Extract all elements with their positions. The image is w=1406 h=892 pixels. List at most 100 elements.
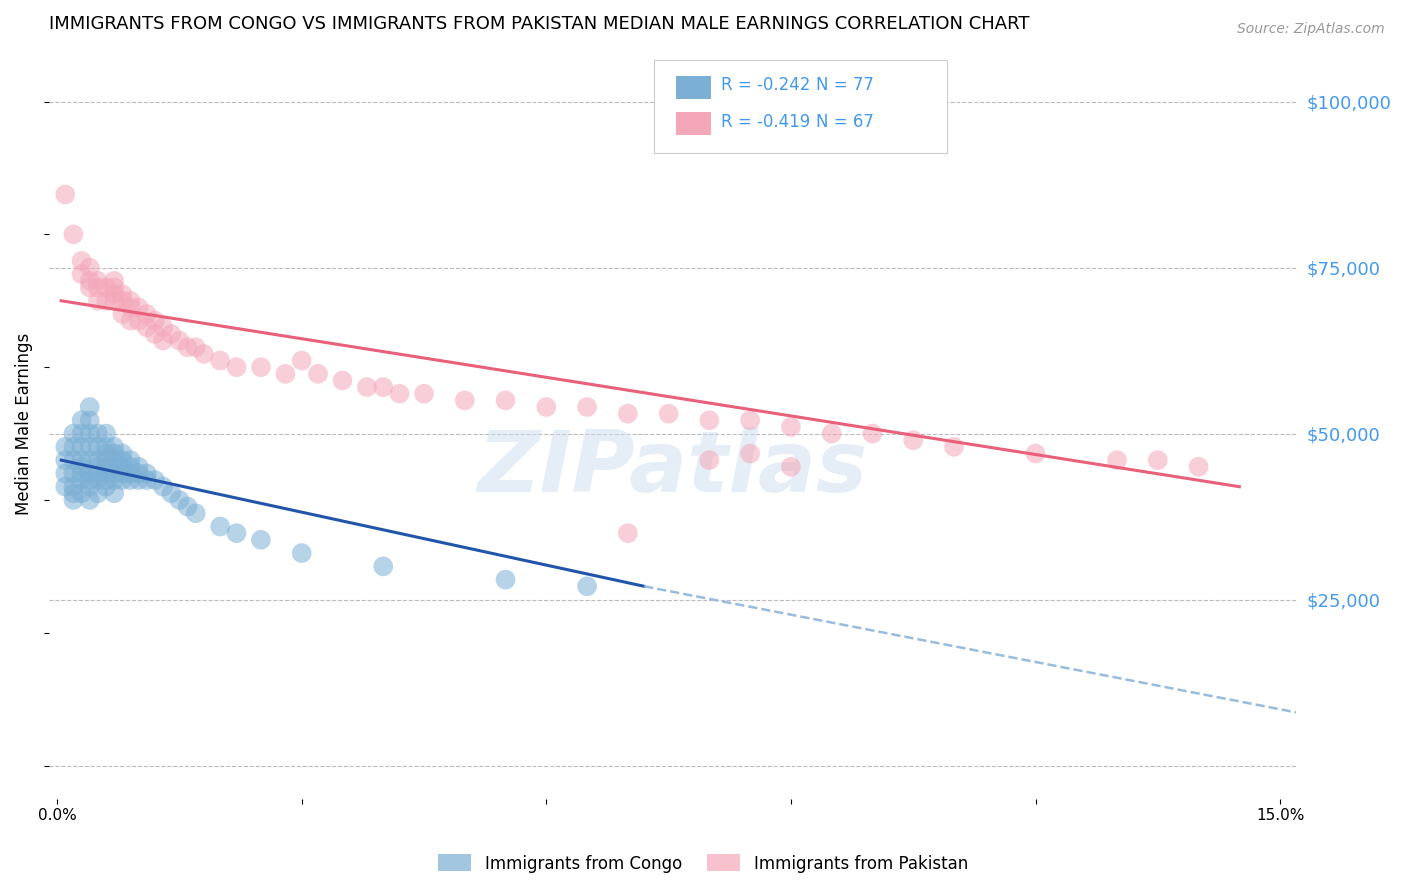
Point <box>79 280 101 294</box>
Point <box>70 467 93 481</box>
Point <box>103 467 125 481</box>
Point <box>128 301 150 315</box>
Point <box>209 353 232 368</box>
Point <box>135 473 157 487</box>
Point <box>79 492 101 507</box>
Point <box>79 453 101 467</box>
Point <box>152 480 174 494</box>
Point <box>79 467 101 481</box>
Point <box>209 519 232 533</box>
Point <box>53 440 76 454</box>
Bar <box>676 112 711 135</box>
Point <box>70 267 93 281</box>
Point <box>780 420 803 434</box>
Point <box>143 326 166 341</box>
Point <box>111 467 134 481</box>
Point <box>291 353 314 368</box>
Point <box>152 320 174 334</box>
Point <box>903 433 925 447</box>
Point <box>70 426 93 441</box>
Point <box>120 293 142 308</box>
Point <box>79 426 101 441</box>
Point <box>103 446 125 460</box>
Point <box>103 274 125 288</box>
Point <box>699 453 721 467</box>
Legend: Immigrants from Congo, Immigrants from Pakistan: Immigrants from Congo, Immigrants from P… <box>432 847 974 880</box>
Point <box>111 307 134 321</box>
Point <box>1146 453 1168 467</box>
Point <box>111 446 134 460</box>
Point <box>169 492 191 507</box>
Point <box>225 526 247 541</box>
Point <box>103 459 125 474</box>
Point <box>103 453 125 467</box>
Point <box>62 440 84 454</box>
Point <box>103 293 125 308</box>
Point <box>70 413 93 427</box>
Point <box>373 380 395 394</box>
Point <box>617 407 640 421</box>
Point <box>780 459 803 474</box>
Point <box>94 480 117 494</box>
Point <box>79 480 101 494</box>
Point <box>740 446 762 460</box>
Point <box>143 473 166 487</box>
Point <box>62 426 84 441</box>
Point <box>70 473 93 487</box>
Point <box>617 526 640 541</box>
Point <box>128 314 150 328</box>
Point <box>862 426 884 441</box>
Point <box>120 473 142 487</box>
Point <box>70 459 93 474</box>
Point <box>87 467 110 481</box>
Text: IMMIGRANTS FROM CONGO VS IMMIGRANTS FROM PAKISTAN MEDIAN MALE EARNINGS CORRELATI: IMMIGRANTS FROM CONGO VS IMMIGRANTS FROM… <box>49 15 1029 33</box>
Point <box>1105 453 1128 467</box>
Point <box>103 440 125 454</box>
Point <box>94 426 117 441</box>
Point <box>103 473 125 487</box>
Point <box>111 453 134 467</box>
Point <box>103 287 125 301</box>
Point <box>94 453 117 467</box>
Y-axis label: Median Male Earnings: Median Male Earnings <box>15 333 32 515</box>
Point <box>184 506 207 520</box>
Point <box>62 486 84 500</box>
Text: N = 67: N = 67 <box>815 113 875 131</box>
Point <box>79 440 101 454</box>
Point <box>128 473 150 487</box>
Point <box>176 500 198 514</box>
Point <box>143 314 166 328</box>
Point <box>495 573 517 587</box>
Point <box>87 459 110 474</box>
Point <box>120 453 142 467</box>
Point <box>495 393 517 408</box>
Point <box>413 386 436 401</box>
Point <box>111 459 134 474</box>
Point <box>225 360 247 375</box>
Point <box>135 307 157 321</box>
Point <box>184 340 207 354</box>
Point <box>70 453 93 467</box>
Point <box>128 467 150 481</box>
Point <box>658 407 681 421</box>
Text: ZIPatlas: ZIPatlas <box>478 427 868 510</box>
Point <box>70 254 93 268</box>
Point <box>160 326 183 341</box>
Point <box>79 413 101 427</box>
Bar <box>676 76 711 99</box>
Point <box>1024 446 1046 460</box>
Point <box>79 400 101 414</box>
Point <box>291 546 314 560</box>
Point <box>576 400 599 414</box>
Point <box>103 486 125 500</box>
Point <box>94 440 117 454</box>
Point <box>62 467 84 481</box>
Point <box>62 492 84 507</box>
Point <box>576 579 599 593</box>
FancyBboxPatch shape <box>654 60 948 153</box>
Point <box>70 486 93 500</box>
Point <box>128 459 150 474</box>
Point <box>699 413 721 427</box>
Point <box>62 480 84 494</box>
Text: N = 77: N = 77 <box>815 76 875 95</box>
